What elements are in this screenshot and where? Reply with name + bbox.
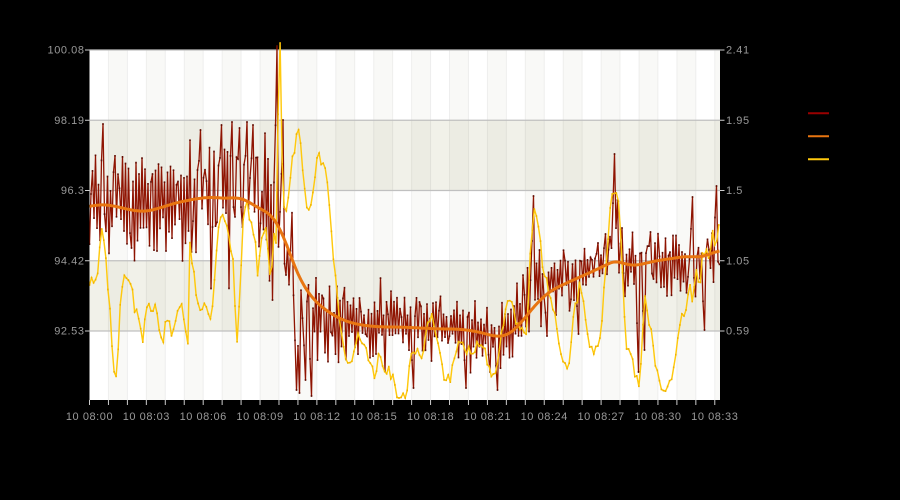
svg-text:10 08:33: 10 08:33: [691, 411, 738, 423]
svg-text:10 08:06: 10 08:06: [180, 411, 227, 423]
svg-text:10 08:24: 10 08:24: [521, 411, 568, 423]
svg-text:96.3: 96.3: [61, 185, 85, 197]
svg-text:94.42: 94.42: [54, 255, 84, 267]
svg-text:1.05: 1.05: [726, 255, 750, 267]
svg-text:1.95: 1.95: [726, 115, 750, 127]
svg-text:92.53: 92.53: [54, 326, 84, 338]
svg-text:0.59: 0.59: [726, 326, 750, 338]
svg-text:10 08:00: 10 08:00: [66, 411, 113, 423]
svg-text:2.41: 2.41: [726, 45, 750, 57]
svg-text:100.08: 100.08: [48, 45, 85, 57]
svg-text:10 08:18: 10 08:18: [407, 411, 454, 423]
svg-text:10 08:27: 10 08:27: [577, 411, 624, 423]
svg-text:10 08:15: 10 08:15: [350, 411, 397, 423]
svg-text:98.19: 98.19: [54, 115, 84, 127]
svg-text:10 08:30: 10 08:30: [634, 411, 681, 423]
svg-text:10 08:21: 10 08:21: [464, 411, 511, 423]
svg-text:10 08:03: 10 08:03: [123, 411, 170, 423]
svg-text:1.5: 1.5: [726, 185, 743, 197]
svg-text:10 08:12: 10 08:12: [293, 411, 340, 423]
svg-text:10 08:09: 10 08:09: [236, 411, 283, 423]
